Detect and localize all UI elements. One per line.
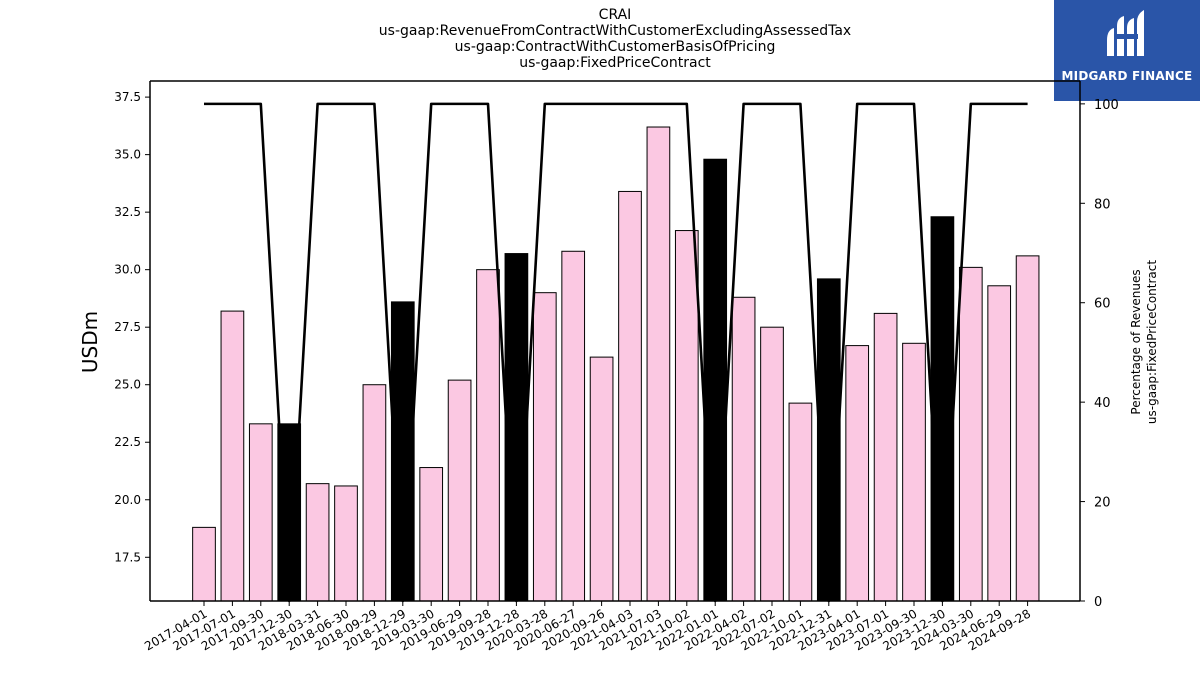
- title-line-company: CRAI: [598, 7, 632, 23]
- y2-tick-label: 100: [1094, 98, 1119, 113]
- bar-2022-01-01: [703, 158, 728, 602]
- bar-2021-04-03: [618, 190, 642, 602]
- y-tick-label: 17.5: [114, 550, 141, 564]
- midgard-logo-icon: [1107, 10, 1144, 56]
- y-tick-label: 32.5: [114, 205, 141, 219]
- y-tick-label: 30.0: [114, 263, 141, 277]
- y2-tick-label: 0: [1094, 595, 1102, 610]
- bar-2019-12-28: [504, 253, 529, 602]
- y2-tick-label: 80: [1094, 197, 1111, 212]
- bar-2017-07-01: [220, 310, 245, 602]
- bar-2023-04-01: [845, 345, 870, 602]
- bar-group: [192, 126, 1040, 602]
- y2-axis-label-line1: Percentage of Revenues: [1129, 269, 1143, 414]
- percentage-line: [204, 102, 1028, 603]
- bar-2018-06-30: [334, 485, 358, 602]
- bar-2022-07-02: [760, 326, 784, 602]
- bar-2023-07-01: [873, 312, 898, 602]
- bar-2019-03-30: [419, 467, 444, 602]
- y2-tick-label: 40: [1094, 396, 1111, 411]
- bar-2019-09-28: [476, 269, 500, 602]
- logo-text: MIDGARD FINANCE: [1061, 69, 1193, 83]
- bar-2024-06-29: [987, 285, 1012, 602]
- bar-2024-03-30: [958, 266, 983, 602]
- y-tick-label: 25.0: [114, 378, 141, 392]
- midgard-finance-logo: MIDGARD FINANCE: [1054, 0, 1200, 101]
- bar-2021-07-03: [646, 126, 671, 602]
- y-tick-label: 20.0: [114, 493, 141, 507]
- bar-2020-03-28: [532, 292, 557, 602]
- bar-2017-09-30: [248, 423, 273, 602]
- y-axis-label: USDm: [78, 311, 102, 373]
- chart-title: CRAI us-gaap:RevenueFromContractWithCust…: [150, 7, 1080, 71]
- y-tick-label: 22.5: [114, 435, 141, 449]
- bar-2018-09-29: [362, 384, 387, 602]
- title-line-fixed-price: us-gaap:FixedPriceContract: [519, 55, 711, 71]
- bar-2023-09-30: [902, 342, 926, 602]
- bar-2019-06-29: [447, 379, 472, 602]
- y-tick-label: 27.5: [114, 320, 141, 334]
- bar-2024-09-28: [1015, 255, 1040, 602]
- bar-2020-06-27: [561, 250, 586, 602]
- bar-2020-09-26: [589, 356, 614, 602]
- percentage-line-group: [204, 102, 1028, 603]
- y2-tick-label: 60: [1094, 297, 1111, 312]
- y-tick-label: 37.5: [114, 90, 141, 104]
- title-line-revenue-concept: us-gaap:RevenueFromContractWithCustomerE…: [378, 23, 852, 39]
- bar-2022-04-02: [731, 296, 756, 602]
- axes-group: 17.5 20.0 22.5 25.0 27.5 30.0 32.5 35.0 37.5 0 20 4…: [114, 80, 1119, 653]
- y2-axis-label-line2: us-gaap:FixedPriceContract: [1145, 260, 1159, 424]
- bar-2018-03-31: [305, 483, 330, 602]
- y-tick-label: 35.0: [114, 148, 141, 162]
- bar-2023-12-30: [930, 216, 955, 602]
- bar-2017-04-01: [192, 526, 216, 602]
- bar-2022-10-01: [788, 402, 813, 602]
- title-line-pricing-basis: us-gaap:ContractWithCustomerBasisOfPrici…: [454, 39, 776, 55]
- bar-2021-10-02: [674, 230, 699, 602]
- y2-tick-label: 20: [1094, 496, 1111, 511]
